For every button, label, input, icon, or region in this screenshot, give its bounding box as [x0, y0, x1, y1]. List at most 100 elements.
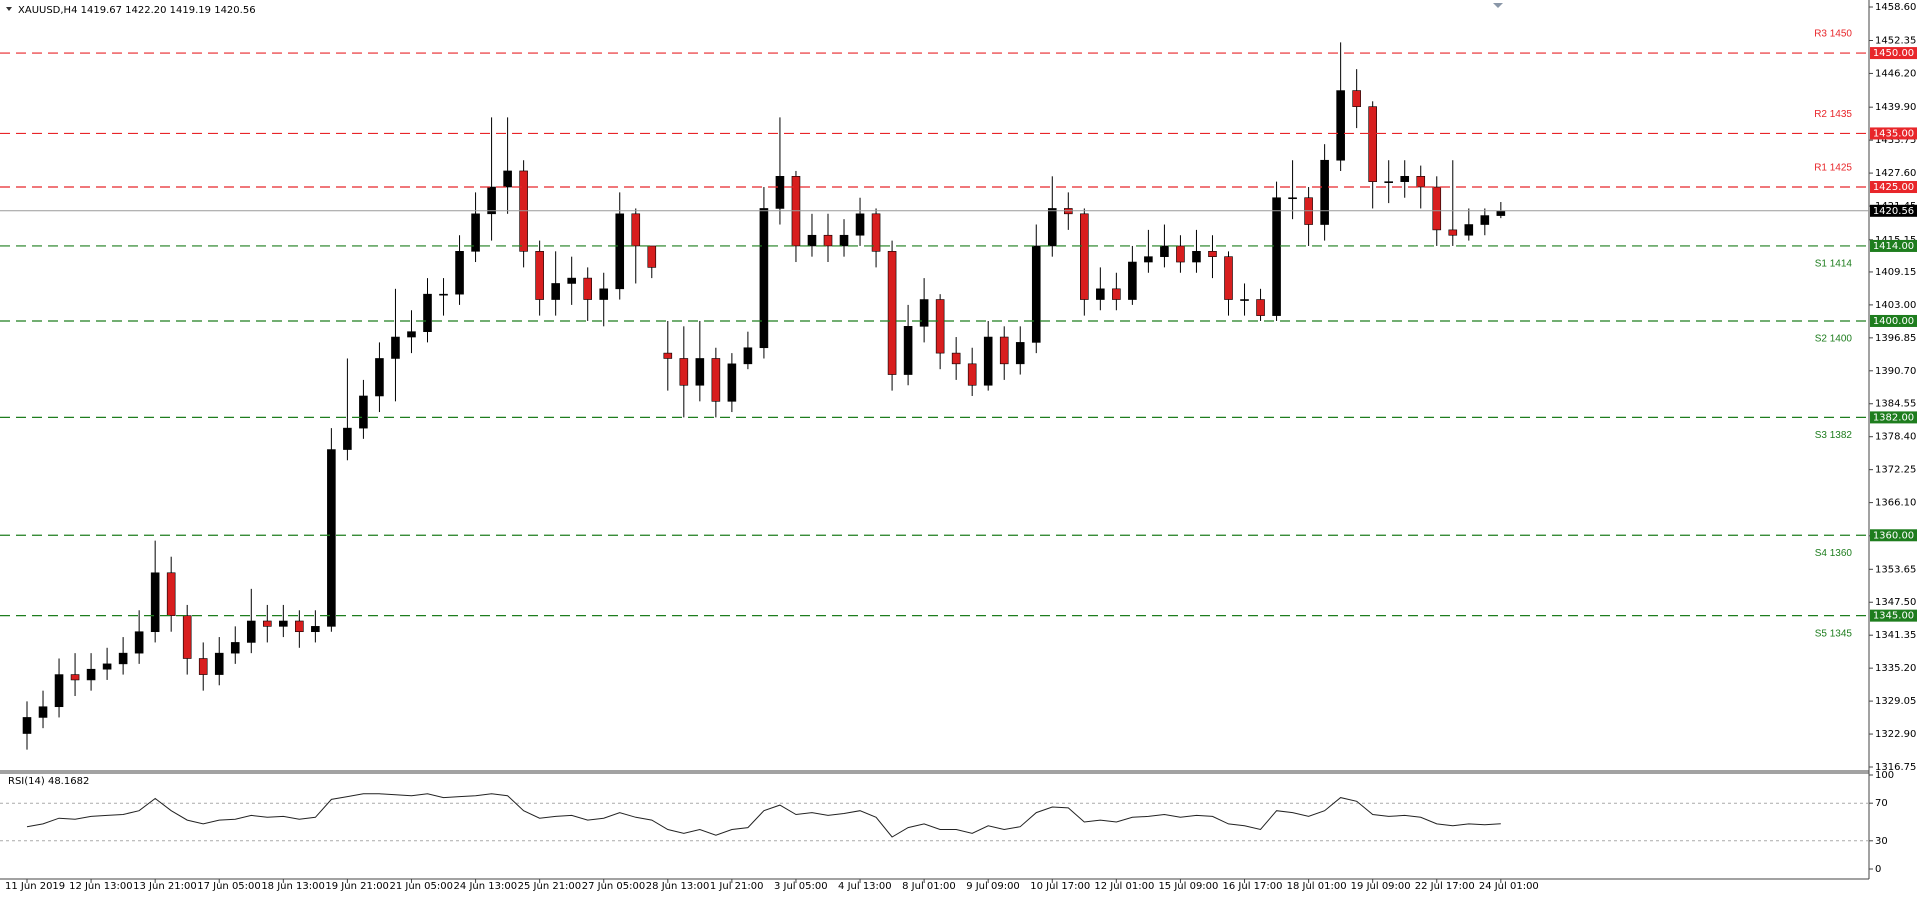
candle-body — [182, 615, 192, 659]
candle-body — [166, 572, 176, 616]
candle-body — [1432, 186, 1442, 231]
y-tick-label: 1316.75 — [1875, 762, 1916, 773]
level-label: S2 1400 — [1815, 334, 1853, 345]
x-tick-label: 15 Jul 09:00 — [1158, 881, 1218, 892]
rsi-y-tick-label: 0 — [1875, 864, 1881, 875]
y-tick-label: 1322.90 — [1875, 729, 1916, 740]
candle-body — [487, 186, 496, 215]
candle-body — [551, 283, 560, 300]
level-price-label: 1360.00 — [1873, 530, 1914, 541]
level-price-label: 1450.00 — [1873, 48, 1914, 59]
candle-body — [1288, 197, 1297, 200]
candle-body — [1192, 251, 1201, 263]
level-price-label: 1382.00 — [1873, 412, 1914, 423]
candle-body — [663, 352, 673, 359]
candle-body — [759, 208, 769, 349]
x-tick-label: 19 Jun 21:00 — [325, 881, 389, 892]
x-tick-label: 24 Jun 13:00 — [454, 881, 518, 892]
menu-arrow — [6, 7, 12, 11]
x-tick-label: 4 Jul 13:00 — [838, 881, 892, 892]
y-tick-label: 1458.60 — [1875, 2, 1916, 13]
candle-body — [647, 245, 657, 268]
candle-body — [695, 358, 705, 386]
candle-body — [54, 674, 64, 708]
candle-body — [1031, 245, 1041, 343]
candle-body — [1336, 90, 1345, 161]
y-tick-label: 1384.55 — [1875, 399, 1916, 410]
candle-body — [1496, 210, 1506, 216]
candle-body — [1400, 176, 1410, 182]
candle-body — [807, 234, 817, 247]
level-price-box — [1870, 239, 1917, 252]
candle-body — [1144, 256, 1153, 263]
level-label: R3 1450 — [1814, 29, 1852, 40]
candle-body — [327, 449, 336, 627]
level-price-box — [1870, 529, 1917, 542]
candle-body — [599, 288, 609, 300]
y-tick-label: 1439.90 — [1875, 102, 1916, 113]
candle-body — [1096, 288, 1105, 300]
level-price-box — [1870, 127, 1917, 140]
rsi-y-tick-label: 100 — [1875, 770, 1894, 781]
y-tick-label: 1390.70 — [1875, 366, 1916, 377]
candle-body — [230, 642, 240, 654]
candle-body — [1208, 251, 1217, 257]
candle-body — [214, 652, 224, 675]
current-price-box — [1870, 204, 1917, 217]
level-price-box — [1870, 181, 1917, 194]
candle-body — [311, 626, 320, 633]
candle-body — [102, 663, 112, 670]
x-tick-label: 11 Jun 2019 — [5, 881, 65, 892]
x-tick-label: 16 Jul 17:00 — [1223, 881, 1283, 892]
y-tick-label: 1366.10 — [1875, 498, 1916, 509]
candle-body — [903, 326, 913, 375]
x-tick-label: 1 Jul 21:00 — [710, 881, 764, 892]
candle-body — [887, 251, 897, 375]
candle-body — [407, 331, 416, 338]
level-label: S4 1360 — [1815, 548, 1853, 559]
candle-body — [391, 336, 400, 359]
level-price-label: 1425.00 — [1873, 182, 1914, 193]
candle-body — [999, 336, 1009, 365]
y-tick-label: 1372.25 — [1875, 465, 1916, 476]
candle-body — [1368, 106, 1377, 182]
candle-body — [70, 674, 80, 681]
candle-body — [246, 620, 256, 643]
rsi-y-tick-label: 30 — [1875, 836, 1888, 847]
level-price-label: 1400.00 — [1873, 316, 1914, 327]
candle-body — [503, 170, 512, 188]
rsi-line — [26, 793, 1501, 838]
candle-body — [455, 251, 464, 295]
candle-body — [855, 213, 865, 236]
y-tick-label: 1446.20 — [1875, 68, 1916, 79]
x-tick-label: 18 Jul 01:00 — [1287, 881, 1347, 892]
level-price-label: 1414.00 — [1873, 241, 1914, 252]
candle-body — [279, 620, 288, 627]
candle-body — [1256, 299, 1265, 316]
candle-body — [1015, 342, 1025, 365]
x-tick-label: 13 Jun 21:00 — [133, 881, 197, 892]
y-tick-label: 1335.20 — [1875, 663, 1916, 674]
candle-body — [1320, 159, 1329, 225]
y-tick-label: 1452.35 — [1875, 35, 1916, 46]
candle-body — [679, 358, 689, 386]
candle-body — [967, 363, 977, 386]
level-price-box — [1870, 314, 1917, 327]
y-tick-label: 1341.35 — [1875, 630, 1916, 641]
level-price-label: 1345.00 — [1873, 611, 1914, 622]
chart-title: XAUUSD,H4 1419.67 1422.20 1419.19 1420.5… — [18, 5, 256, 16]
x-tick-label: 8 Jul 01:00 — [902, 881, 956, 892]
candle-body — [1384, 181, 1393, 183]
candle-body — [1352, 90, 1361, 107]
x-tick-label: 10 Jul 17:00 — [1030, 881, 1090, 892]
candle-body — [471, 213, 480, 252]
level-label: R1 1425 — [1814, 163, 1852, 174]
candle-body — [150, 572, 160, 633]
x-tick-label: 22 Jul 17:00 — [1415, 881, 1475, 892]
candle-body — [22, 717, 32, 734]
x-tick-label: 21 Jun 05:00 — [389, 881, 453, 892]
candle-body — [1176, 245, 1185, 263]
candle-body — [423, 293, 432, 332]
y-tick-label: 1329.05 — [1875, 696, 1916, 707]
